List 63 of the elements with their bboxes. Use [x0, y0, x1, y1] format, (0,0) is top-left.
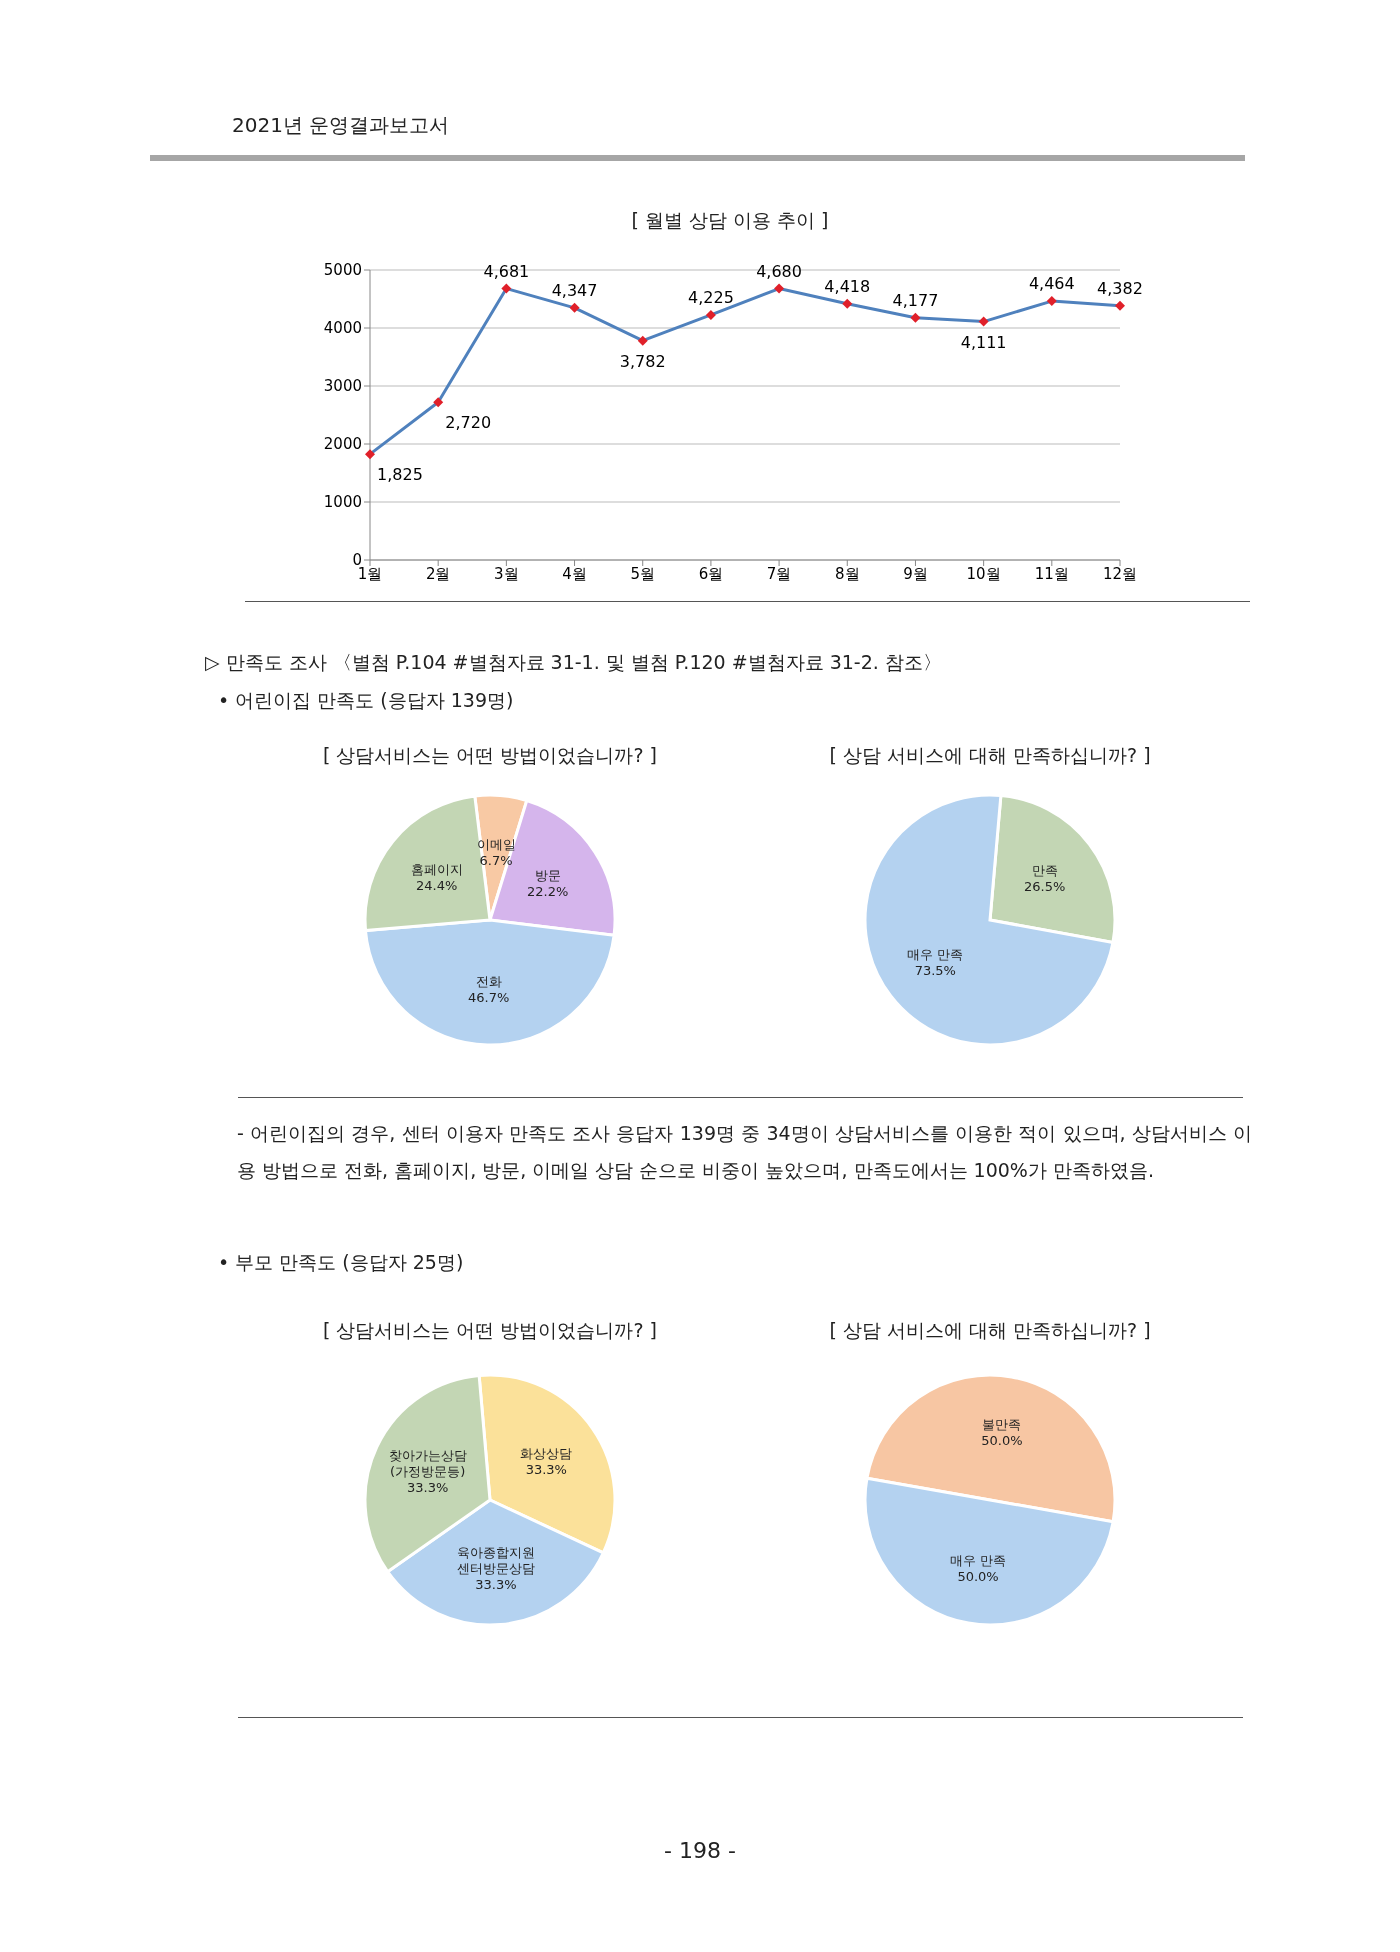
- data-label: 4,177: [892, 290, 939, 310]
- data-label: 6.7%: [479, 852, 513, 868]
- data-label: 4,225: [688, 287, 734, 307]
- chart-title: [ 상담서비스는 어떤 방법이었습니까? ]: [321, 1318, 659, 1343]
- x-tick-label: 6월: [698, 564, 724, 583]
- y-tick-label: 1000: [323, 493, 362, 512]
- slice-label: 매우 만족: [949, 1552, 1007, 1568]
- x-tick-label: 11월: [1034, 564, 1069, 583]
- slice-label: 만족: [1031, 863, 1058, 879]
- x-tick-label: 2월: [425, 564, 451, 583]
- data-label: 4,681: [483, 261, 530, 281]
- data-label: 1,825: [377, 465, 423, 485]
- data-label: 4,347: [551, 280, 598, 300]
- text: • 부모 만족도 (응답자 25명): [218, 1250, 465, 1275]
- y-tick-label: 4000: [323, 319, 362, 338]
- x-tick-label: 9월: [903, 564, 928, 583]
- slice-label: 이메일: [476, 836, 516, 852]
- chart-title: [ 상담서비스는 어떤 방법이었습니까? ]: [321, 743, 659, 768]
- slice-label: 육아종합지원 센터방문상담: [456, 1545, 535, 1577]
- data-label: 4,464: [1028, 274, 1075, 294]
- x-tick-label: 12월: [1102, 564, 1138, 583]
- data-label: 4,382: [1097, 278, 1143, 298]
- pie-slice: [863, 793, 1115, 1047]
- y-tick-label: 5000: [323, 261, 362, 280]
- data-label: 2,720: [445, 413, 492, 433]
- data-label: 4,111: [960, 332, 1007, 352]
- x-tick-label: 5월: [630, 564, 655, 583]
- data-label: 33.3%: [475, 1577, 517, 1593]
- y-tick-label: 2000: [323, 435, 362, 454]
- data-label: 46.7%: [468, 989, 510, 1005]
- slice-label: 매우 만족: [907, 946, 964, 962]
- text: 2021년 운영결과보고서: [232, 112, 451, 139]
- slice-label: 불만족: [982, 1417, 1022, 1433]
- slice-label: 화상상담: [520, 1445, 573, 1461]
- x-tick-label: 4월: [562, 564, 587, 583]
- y-tick-label: 3000: [323, 377, 362, 396]
- data-label: 33.3%: [407, 1479, 449, 1495]
- data-label: 3,782: [619, 351, 666, 371]
- x-tick-label: 1월: [357, 564, 383, 583]
- slice-label: 홈페이지: [410, 861, 463, 877]
- slice-label: 찾아가는상담 (가정방문등): [388, 1447, 467, 1479]
- chart-title: [ 상담 서비스에 대해 만족하십니까? ]: [828, 743, 1152, 768]
- x-tick-label: 7월: [766, 564, 792, 583]
- x-tick-label: 3월: [494, 564, 519, 583]
- data-label: 24.4%: [415, 877, 458, 893]
- data-label: 33.3%: [525, 1461, 567, 1477]
- chart-title: [ 상담 서비스에 대해 만족하십니까? ]: [828, 1318, 1152, 1343]
- data-label: 50.0%: [981, 1433, 1023, 1449]
- x-tick-label: 10월: [966, 564, 1001, 583]
- x-tick-label: 8월: [835, 564, 860, 583]
- text: ▷ 만족도 조사 〈별첨 P.104 #별첨자료 31-1. 및 별첨 P.120 #별첨자료 31-2. 참조〉: [205, 650, 943, 675]
- data-label: 73.5%: [914, 962, 956, 978]
- slice-label: 전화: [475, 973, 502, 989]
- chart-title: [ 월별 상담 이용 추이 ]: [630, 208, 830, 233]
- text: - 어린이집의 경우, 센터 이용자 만족도 조사 응답자 139명 중 34명이 상담서비스를 이용한 적이 있으며, 상담서비스 이용 방법으로 전화, 홈페이지, 방문, 이메일 상담 순으로 비중이 높았으며, 만족도에서는 100%가 만족하였음.: [237, 1121, 1252, 1183]
- data-label: 26.5%: [1024, 879, 1066, 895]
- text: - 198 -: [663, 1838, 737, 1863]
- slice-label: 방문: [534, 867, 561, 883]
- text: • 어린이집 만족도 (응답자 139명): [218, 688, 515, 713]
- data-label: 50.0%: [957, 1568, 999, 1584]
- data-label: 4,418: [824, 276, 871, 296]
- data-label: 4,680: [756, 261, 802, 281]
- data-label: 22.2%: [527, 883, 569, 899]
